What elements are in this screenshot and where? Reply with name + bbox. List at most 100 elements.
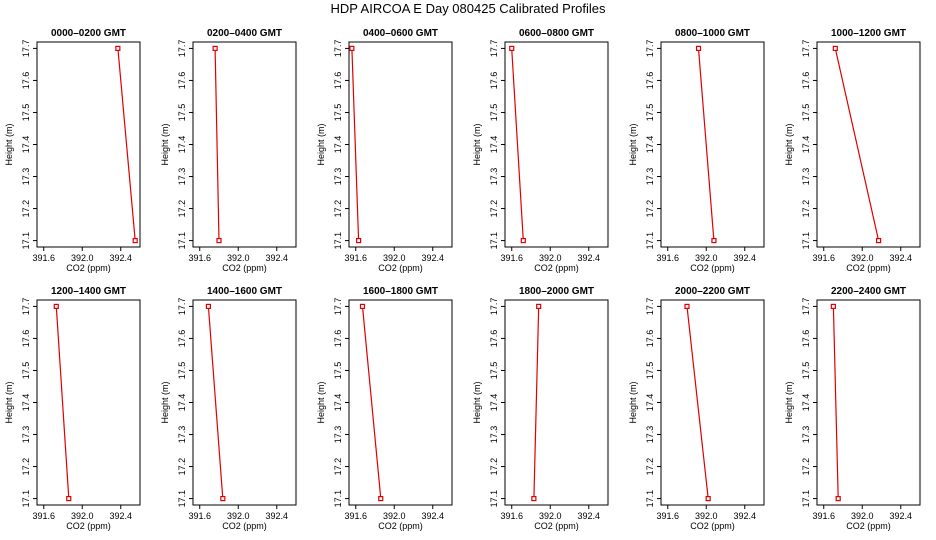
y-axis-label: Height (m) [628,123,638,165]
panel-title: 0600–0800 GMT [519,28,594,39]
x-tick-label: 391.6 [812,253,835,263]
y-tick-label: 17.5 [21,104,31,122]
y-axis-label: Height (m) [472,123,482,165]
y-tick-label: 17.6 [489,72,499,90]
x-tick-label: 392.0 [539,253,562,263]
profile-line [214,48,220,241]
data-point [695,45,702,52]
y-tick-label: 17.7 [333,298,343,316]
y-tick-label: 17.2 [333,200,343,218]
profile-line [533,306,540,499]
x-tick-label: 391.6 [500,253,523,263]
y-tick-label: 17.2 [21,200,31,218]
x-tick-label: 392.0 [695,253,718,263]
y-axis-label: Height (m) [4,381,14,423]
y-tick-label: 17.4 [21,136,31,154]
y-tick-label: 17.7 [177,298,187,316]
y-tick-label: 17.1 [645,232,655,250]
panel-title: 1400–1600 GMT [207,286,282,297]
x-tick-label: 392.4 [733,511,756,521]
x-tick-label: 392.4 [109,511,132,521]
y-tick-label: 17.7 [645,298,655,316]
data-point [830,303,836,310]
x-tick-label: 391.6 [188,253,211,263]
panel-title: 0400–0600 GMT [363,28,438,39]
x-tick-label: 392.4 [577,253,600,263]
plot-frame [660,299,765,506]
data-point [132,237,138,244]
profile-line [511,48,524,241]
y-tick-label: 17.6 [177,330,187,348]
y-tick-label: 17.5 [645,362,655,380]
plot-frame [504,41,609,248]
y-tick-label: 17.2 [801,200,811,218]
panel-title: 0200–0400 GMT [207,28,282,39]
data-point [832,45,838,52]
y-tick-label: 17.7 [489,40,499,58]
y-tick-label: 17.7 [333,40,343,58]
y-tick-label: 17.1 [333,490,343,508]
panel-title: 1000–1200 GMT [831,28,906,39]
y-axis-label: Height (m) [316,123,326,165]
y-tick-label: 17.5 [801,362,811,380]
data-point [711,237,717,244]
y-tick-label: 17.4 [645,136,655,154]
profile-line [117,48,136,241]
data-point [356,237,362,244]
y-tick-label: 17.5 [333,104,343,122]
panel-grid: 0000–0200 GMT 391.6 392.0 392.4 17.1 17.2 17.3… [4,28,921,531]
y-tick-label: 17.7 [21,40,31,58]
x-axis-label: CO2 (ppm) [378,263,423,273]
y-tick-label: 17.4 [489,394,499,412]
y-tick-label: 17.6 [489,330,499,348]
x-axis-label: CO2 (ppm) [534,521,579,531]
x-tick-label: 392.4 [109,253,132,263]
data-point [349,45,355,52]
data-point [876,237,882,244]
plot-frame [192,41,297,248]
plot-frame [36,299,141,506]
y-tick-label: 17.4 [177,136,187,154]
plot-frame [348,41,453,248]
y-tick-label: 17.2 [489,200,499,218]
x-tick-label: 392.0 [227,253,250,263]
plot-frame [36,41,141,248]
y-tick-label: 17.3 [21,426,31,444]
panel: 1200–1400 GMT 391.6 392.0 392.4 17.1 17.2 17.3… [4,286,141,531]
panel: 0600–0800 GMT 391.6 392.0 392.4 17.1 17.2 17.3… [472,28,609,273]
y-tick-label: 17.6 [333,72,343,90]
y-tick-label: 17.3 [489,168,499,186]
panel-title: 1200–1400 GMT [51,286,126,297]
y-tick-label: 17.1 [489,232,499,250]
x-tick-label: 392.0 [851,253,874,263]
y-tick-label: 17.2 [645,458,655,476]
y-tick-label: 17.6 [645,72,655,90]
y-axis-label: Height (m) [160,381,170,423]
x-tick-label: 391.6 [656,511,679,521]
y-tick-label: 17.7 [489,298,499,316]
y-tick-label: 17.6 [333,330,343,348]
y-tick-label: 17.6 [177,72,187,90]
y-tick-label: 17.3 [645,168,655,186]
data-point [216,237,222,244]
profile-line [686,306,709,499]
y-tick-label: 17.2 [333,458,343,476]
x-tick-label: 392.4 [889,511,912,521]
data-point [684,303,690,310]
x-axis-label: CO2 (ppm) [66,263,111,273]
panel-title: 1800–2000 GMT [519,286,594,297]
y-tick-label: 17.3 [177,168,187,186]
data-point [359,303,366,310]
y-tick-label: 17.2 [177,458,187,476]
x-tick-label: 391.6 [812,511,835,521]
plot-frame [816,41,921,248]
panel: 1400–1600 GMT 391.6 392.0 392.4 17.1 17.2 17.3… [160,286,297,531]
x-axis-label: CO2 (ppm) [222,521,267,531]
data-point [536,303,542,310]
y-tick-label: 17.3 [645,426,655,444]
y-tick-label: 17.5 [645,104,655,122]
x-tick-label: 392.0 [71,511,94,521]
y-tick-label: 17.7 [177,40,187,58]
data-point [705,495,711,502]
